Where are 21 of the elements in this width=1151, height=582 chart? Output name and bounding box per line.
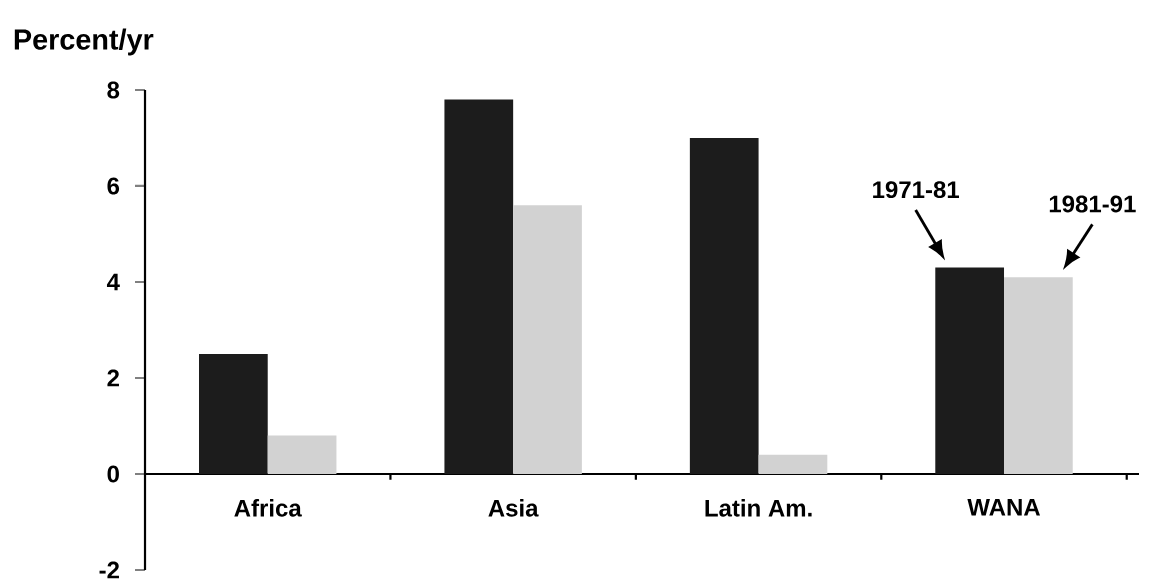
x-tick-label: WANA [967, 499, 1041, 516]
bar [935, 267, 1005, 474]
y-tick-label: -2 [99, 561, 119, 579]
text: 1971-81 [873, 181, 959, 199]
bar [1004, 277, 1073, 474]
x-tick-label: Africa [234, 499, 302, 517]
bar [199, 353, 268, 474]
bar [267, 435, 337, 474]
x-tick-label: Asia [488, 499, 539, 517]
x-tick-label: Latin Am. [705, 499, 812, 517]
text: 1981-91 [1049, 195, 1136, 213]
bar [689, 137, 759, 474]
y-tick-label: 2 [107, 369, 119, 387]
y-tick-label: 4 [106, 273, 120, 291]
bar [758, 454, 828, 474]
y-tick-label: 6 [107, 177, 120, 195]
bar [444, 99, 514, 474]
y-tick-label: 8 [107, 81, 120, 99]
bar [513, 205, 582, 474]
y-tick-label: 0 [107, 465, 119, 483]
y-axis-title: Percent/yr [14, 28, 154, 56]
